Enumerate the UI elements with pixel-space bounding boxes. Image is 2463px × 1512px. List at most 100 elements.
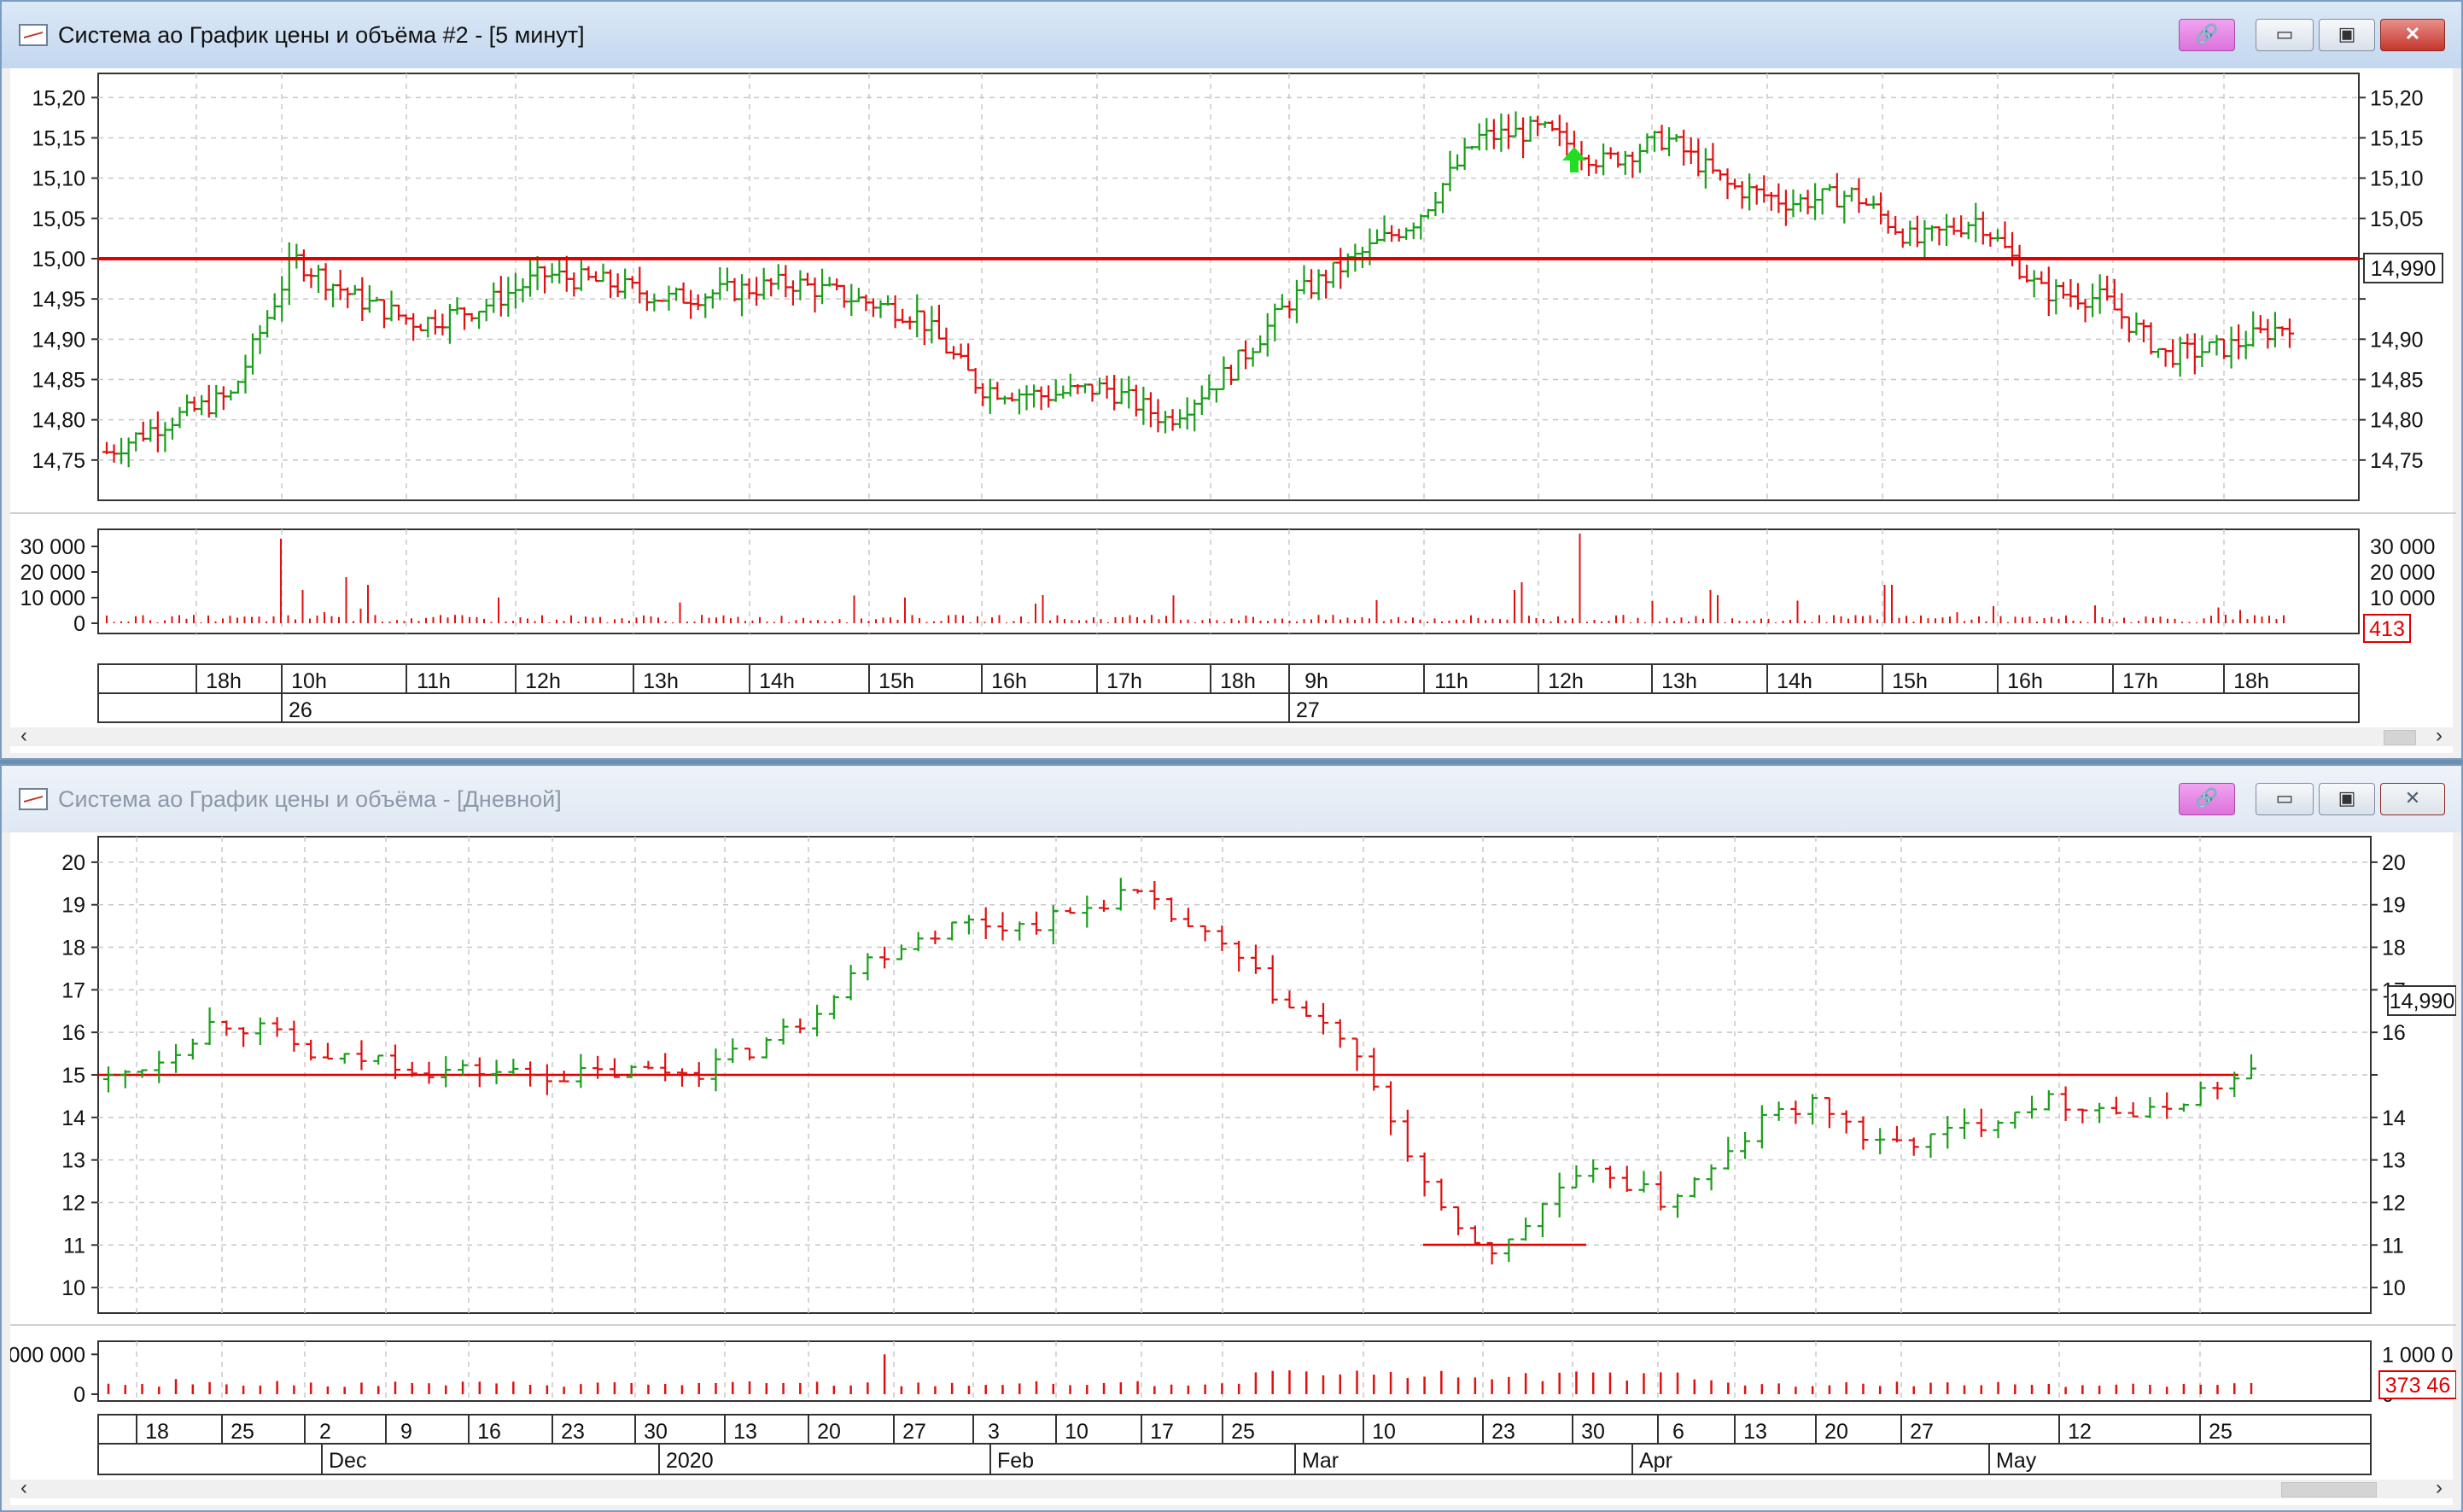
date-label: 13	[733, 1420, 757, 1444]
date-label: 25	[1231, 1420, 1255, 1444]
scroll-thumb[interactable]	[2384, 730, 2416, 745]
price-bar	[1925, 1133, 1936, 1159]
price-chart-window-daily[interactable]: Система ао График цены и объёма - [Дневн…	[0, 764, 2463, 1512]
month-label: Dec	[329, 1449, 366, 1473]
close-button[interactable]: ✕	[2380, 783, 2445, 815]
price-bar	[187, 1038, 198, 1060]
price-bar	[2110, 1096, 2122, 1115]
price-bar	[1655, 1170, 1666, 1211]
price-bar	[1638, 1170, 1649, 1193]
price-volume-chart[interactable]: 2020191918181717161615141413131212111110…	[10, 832, 2456, 1480]
title-bar[interactable]: Система ао График цены и объёма #2 - [5 …	[2, 2, 2461, 68]
volume-tick-label-right: 20 000	[2370, 561, 2435, 585]
scroll-left-icon[interactable]: ‹	[20, 724, 27, 747]
price-bar	[221, 1020, 232, 1036]
minimize-button[interactable]: ▭	[2256, 19, 2314, 51]
chart-area[interactable]: 15,20 15,20 15,15 15,15 15,10 15,10 15,05 15,05…	[10, 68, 2456, 753]
price-bar	[289, 1020, 300, 1052]
current-volume-box	[2363, 614, 2411, 643]
scroll-right-icon[interactable]: ›	[2436, 1476, 2443, 1499]
price-bar	[1284, 990, 1295, 1009]
price-bar	[103, 1066, 114, 1093]
price-chart-window-5min[interactable]: Система ао График цены и объёма #2 - [5 …	[0, 0, 2463, 760]
price-bar	[1807, 1094, 1818, 1125]
price-bar	[997, 912, 1008, 941]
y-tick-label: 11	[63, 1234, 85, 1258]
maximize-button[interactable]: ▣	[2319, 19, 2375, 51]
maximize-icon: ▣	[2338, 787, 2356, 809]
price-bar	[1588, 1159, 1599, 1183]
date-label: 2	[319, 1420, 331, 1444]
panel-divider[interactable]	[10, 512, 2456, 514]
chart-area[interactable]: 2020191918181717161615141413131212111110…	[10, 832, 2456, 1505]
date-label: 30	[1581, 1420, 1605, 1444]
price-bar	[828, 995, 839, 1019]
price-bar	[204, 1007, 215, 1045]
y-tick-label-right: 20	[2382, 851, 2406, 875]
month-label: Apr	[1639, 1449, 1672, 1473]
price-bar	[2060, 1086, 2071, 1121]
horizontal-scrollbar[interactable]: ‹ ›	[10, 724, 2453, 747]
price-bar	[1689, 1176, 1700, 1198]
panel-divider[interactable]	[10, 1324, 2456, 1326]
price-bar	[2094, 1102, 2105, 1124]
window-title: Система ао График цены и объёма #2 - [5 …	[58, 22, 585, 48]
time-label: 18h	[2233, 669, 2269, 693]
title-bar[interactable]: Система ао График цены и объёма - [Дневн…	[2, 766, 2461, 832]
price-bar	[947, 921, 958, 941]
month-label: Mar	[1302, 1449, 1339, 1473]
price-bar	[643, 1060, 654, 1070]
minimize-icon: ▭	[2275, 787, 2294, 809]
price-bar	[1908, 1137, 1919, 1156]
scroll-right-icon[interactable]: ›	[2436, 724, 2443, 747]
maximize-icon: ▣	[2338, 23, 2356, 44]
y-tick-label: 15,20	[32, 86, 85, 110]
price-bar	[1351, 1037, 1363, 1071]
price-bar	[1554, 1172, 1565, 1217]
price-bar	[508, 1059, 519, 1075]
date-label: 18	[145, 1420, 169, 1444]
link-button[interactable]: 🔗	[2179, 19, 2235, 51]
price-bar	[1099, 899, 1110, 913]
date-label: 27	[1910, 1420, 1934, 1444]
price-bar	[1571, 1165, 1582, 1189]
price-bar	[1317, 1002, 1328, 1035]
close-button[interactable]: ✕	[2380, 19, 2445, 51]
scroll-left-icon[interactable]: ‹	[20, 1476, 27, 1499]
price-bar	[1014, 921, 1025, 941]
y-tick-label-right: 13	[2382, 1149, 2406, 1173]
price-bar	[1773, 1101, 1784, 1121]
chart-window-icon	[19, 24, 48, 46]
price-bar	[423, 1061, 435, 1084]
price-bar	[1993, 1120, 2004, 1139]
price-volume-chart[interactable]: 15,20 15,20 15,15 15,15 15,10 15,10 15,05 15,05…	[10, 68, 2456, 727]
price-bar	[441, 1056, 452, 1088]
time-label: 12h	[525, 669, 561, 693]
price-bar	[778, 1019, 789, 1045]
time-label: 12h	[1548, 669, 1584, 693]
month-label: 2020	[666, 1449, 714, 1473]
date-label: 10	[1372, 1420, 1396, 1444]
price-bar	[2043, 1089, 2054, 1111]
maximize-button[interactable]: ▣	[2319, 783, 2375, 815]
price-bar	[1503, 1238, 1515, 1263]
time-label: 10h	[291, 669, 327, 693]
price-bar	[710, 1048, 721, 1092]
price-bar	[238, 1027, 249, 1048]
time-label: 15h	[1892, 669, 1928, 693]
current-volume-label: 373 46	[2385, 1374, 2450, 1398]
price-bar	[896, 944, 907, 960]
price-bar	[1149, 880, 1160, 910]
time-label: 13h	[1661, 669, 1697, 693]
scroll-thumb[interactable]	[2281, 1482, 2377, 1497]
price-bar	[1048, 905, 1059, 945]
link-button[interactable]: 🔗	[2179, 783, 2235, 815]
link-icon: 🔗	[2195, 787, 2219, 809]
price-bar	[845, 965, 856, 1001]
y-tick-label-right: 16	[2382, 1021, 2406, 1045]
minimize-button[interactable]: ▭	[2256, 783, 2314, 815]
horizontal-scrollbar[interactable]: ‹ ›	[10, 1476, 2453, 1499]
y-tick-label-right: 15,15	[2370, 126, 2424, 150]
price-bar	[1065, 907, 1076, 914]
time-label: 14h	[759, 669, 795, 693]
